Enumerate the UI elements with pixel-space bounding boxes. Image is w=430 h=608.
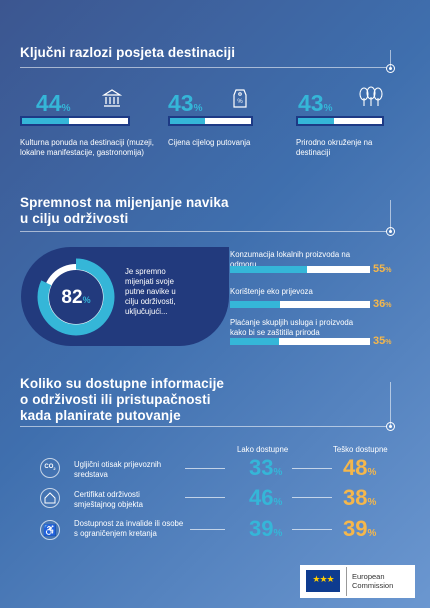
museum-icon: [102, 89, 122, 107]
habit-2-bar: [230, 301, 370, 308]
european-commission-logo: ★★★ European Commission: [300, 565, 415, 598]
info-1-connector: [185, 468, 225, 469]
section1-title: Ključni razlozi posjeta destinaciji: [20, 45, 236, 60]
reason-2-percent: 43%: [168, 90, 203, 116]
info-3-hard: 39%: [343, 516, 377, 541]
habit-3-label: Plaćanje skupljih usluga i proizvoda kak…: [230, 318, 354, 337]
habit-3-bar: [230, 338, 370, 345]
section3-title-line1: Koliko su dostupne informacije: [20, 376, 225, 391]
eu-flag-icon: ★★★: [306, 570, 340, 592]
price-tag-icon: %: [233, 89, 247, 108]
section3-title-line3: kada planirate putovanje: [20, 408, 181, 423]
reason-3-label: Prirodno okruženje na destinaciji: [296, 138, 373, 157]
section2-connector: [390, 200, 391, 231]
willingness-donut: [37, 258, 115, 336]
habit-1-percent: 55%: [373, 263, 392, 275]
column-easy-header: Lako dostupne: [237, 445, 289, 454]
org-name-line1: European: [352, 572, 385, 581]
habit-1-bar-fill: [230, 266, 307, 273]
habit-3-bar-fill: [230, 338, 279, 345]
org-name-line2: Commission: [352, 581, 394, 590]
willingness-text: Je spremno mijenjati svoje putne navike …: [125, 267, 176, 316]
habit-3-percent: 35%: [373, 335, 392, 347]
reason-1-label: Kulturna ponuda na destinaciji (muzeji, …: [20, 138, 154, 157]
info-2-hard: 38%: [343, 485, 377, 510]
info-1-hard: 48%: [343, 455, 377, 480]
info-2-connector: [185, 497, 225, 498]
section3-connector: [390, 382, 391, 426]
info-2-label: Certifikat održivosti smještajnog objekt…: [74, 490, 143, 509]
habit-2-label: Korištenje eko prijevoza: [230, 287, 313, 296]
info-1-easy: 33%: [249, 455, 283, 480]
willingness-percent: 82%: [61, 287, 91, 308]
section1-divider: [20, 67, 386, 68]
trees-icon: [359, 86, 383, 106]
willingness-donut-arc: [37, 258, 115, 336]
reason-1-bar-fill: [22, 118, 69, 124]
section1-ring-marker: [386, 64, 395, 73]
reason-1-percent: 44%: [36, 90, 71, 116]
section2-divider: [20, 231, 386, 232]
section2-ring-marker: [386, 227, 395, 236]
section3-ring-marker: [386, 422, 395, 431]
column-hard-header: Teško dostupne: [333, 445, 388, 454]
info-3-label: Dostupnost za invalide ili osobe s ogran…: [74, 519, 184, 538]
section3-divider: [20, 426, 386, 427]
section3-title-line2: o održivosti ili pristupačnosti: [20, 392, 211, 407]
co2-icon: CO2: [40, 458, 60, 478]
section1-connector: [390, 50, 391, 67]
reason-3-percent: 43%: [298, 90, 333, 116]
habit-1-bar: [230, 266, 370, 273]
reason-2-bar: [168, 116, 253, 126]
reason-1-bar: [20, 116, 130, 126]
info-1-mid-connector: [292, 468, 332, 469]
habit-2-percent: 36%: [373, 298, 392, 310]
section2-title-line1: Spremnost na mijenjanje navika: [20, 195, 229, 210]
reason-2-label: Cijena cijelog putovanja: [168, 138, 251, 147]
section2-title-line2: u cilju održivosti: [20, 211, 129, 226]
info-2-mid-connector: [292, 497, 332, 498]
eco-house-icon: [40, 488, 60, 508]
info-2-easy: 46%: [249, 485, 283, 510]
wheelchair-icon: ♿: [40, 520, 60, 540]
habit-2-bar-fill: [230, 301, 281, 308]
reason-2-bar-fill: [170, 118, 205, 124]
info-3-easy: 39%: [249, 516, 283, 541]
svg-text:%: %: [237, 99, 243, 105]
habit-1-label: Konzumacija lokalnih proizvoda na odmoru: [230, 250, 351, 269]
info-1-label: Ugljični otisak prijevoznih sredstava: [74, 460, 162, 479]
info-3-connector: [190, 529, 225, 530]
reason-3-bar: [296, 116, 384, 126]
info-3-mid-connector: [292, 529, 332, 530]
reason-3-bar-fill: [298, 118, 335, 124]
